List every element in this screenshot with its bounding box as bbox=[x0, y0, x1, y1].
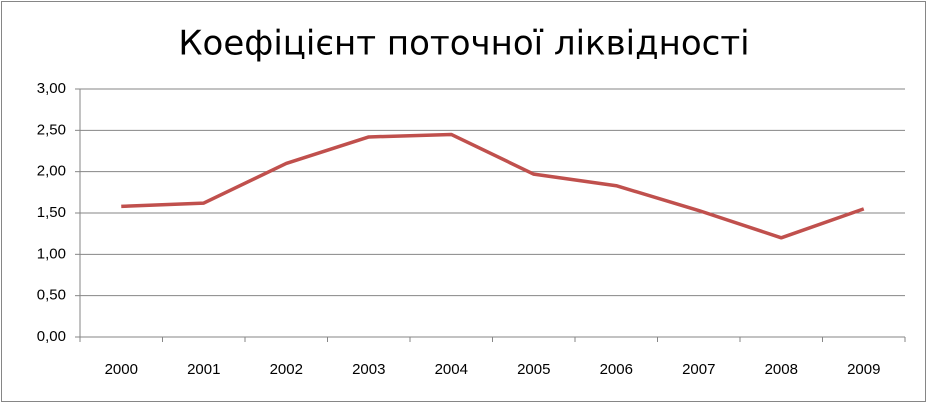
y-tick-label: 2,00 bbox=[37, 163, 66, 180]
x-tick-label: 2009 bbox=[847, 361, 880, 378]
x-tick-label: 2007 bbox=[682, 361, 715, 378]
x-tick-label: 2001 bbox=[187, 361, 220, 378]
x-tick-label: 2004 bbox=[435, 361, 468, 378]
y-tick-label: 1,00 bbox=[37, 245, 66, 262]
x-tick-label: 2008 bbox=[765, 361, 798, 378]
chart-title: Коефіцієнт поточної ліквідності bbox=[178, 24, 749, 64]
y-tick-label: 1,50 bbox=[37, 204, 66, 221]
x-tick-label: 2006 bbox=[600, 361, 633, 378]
y-tick-label: 3,00 bbox=[37, 80, 66, 97]
y-tick-label: 0,50 bbox=[37, 287, 66, 304]
data-line bbox=[121, 132, 865, 240]
x-tick-label: 2002 bbox=[270, 361, 303, 378]
x-tick-label: 2005 bbox=[517, 361, 550, 378]
x-tick-label: 2000 bbox=[105, 361, 138, 378]
y-tick-label: 2,50 bbox=[37, 121, 66, 138]
x-tick-label: 2003 bbox=[352, 361, 385, 378]
y-tick-label: 0,00 bbox=[37, 328, 66, 345]
